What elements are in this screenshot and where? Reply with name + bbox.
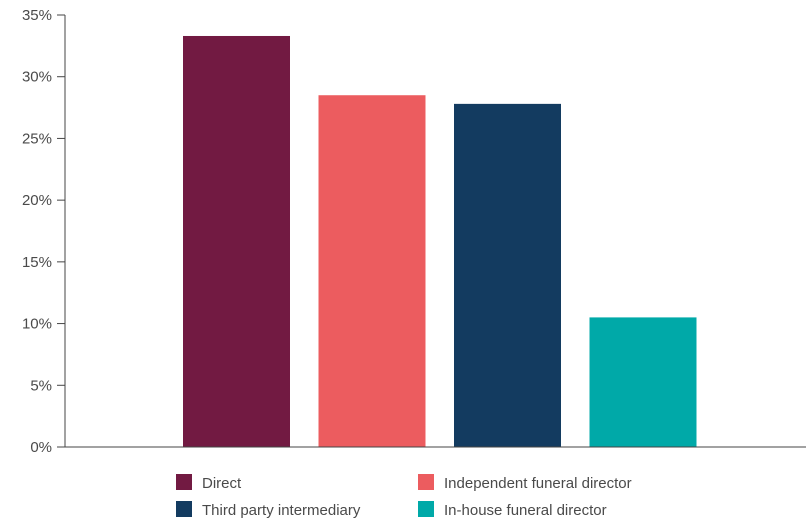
bar-independent-funeral-director (318, 95, 426, 447)
legend-swatch (176, 501, 192, 517)
legend-label: Third party intermediary (202, 502, 361, 519)
legend: Direct Independent funeral director Third … (176, 474, 632, 519)
y-tick-label: 10% (22, 316, 52, 333)
legend-swatch (176, 474, 192, 490)
legend-label: Independent funeral director (444, 475, 632, 492)
legend-item: Direct (176, 474, 242, 492)
bars (183, 35, 697, 448)
y-tick-label: 20% (22, 192, 52, 209)
y-tick-label: 25% (22, 130, 52, 147)
legend-label: Direct (202, 475, 242, 492)
bar-third-party-intermediary (454, 103, 561, 448)
bar-direct (183, 35, 290, 448)
legend-swatch (418, 474, 434, 490)
y-tick-label: 15% (22, 254, 52, 271)
legend-swatch (418, 501, 434, 517)
y-tick-label: 35% (22, 7, 52, 24)
y-tick-label: 5% (30, 377, 52, 394)
legend-item: Third party intermediary (176, 501, 361, 519)
legend-item: In-house funeral director (418, 501, 607, 519)
bar-in-house-funeral-director (589, 317, 697, 447)
legend-label: In-house funeral director (444, 502, 607, 519)
y-axis: 0% 5% 10% 15% 20% 25% 30% 35% (22, 7, 66, 456)
legend-item: Independent funeral director (418, 474, 632, 492)
y-tick-label: 0% (30, 439, 52, 456)
y-tick-label: 30% (22, 69, 52, 86)
